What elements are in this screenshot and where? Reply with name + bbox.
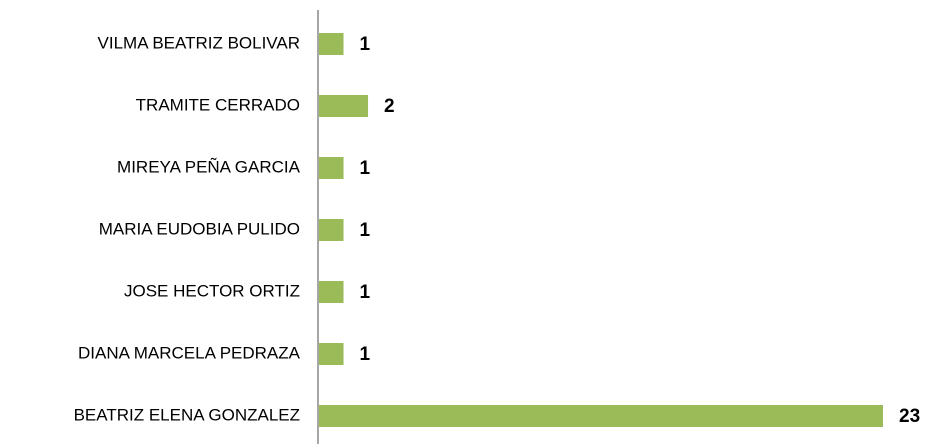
bar — [319, 95, 369, 117]
category-label: TRAMITE CERRADO — [136, 95, 300, 114]
bar — [319, 343, 344, 365]
value-label: 1 — [360, 158, 371, 179]
bar — [319, 33, 344, 55]
bar — [319, 219, 344, 241]
category-label: VILMA BEATRIZ BOLIVAR — [98, 33, 300, 52]
value-label: 1 — [360, 282, 371, 303]
category-label: MARIA EUDOBIA PULIDO — [99, 219, 300, 238]
category-label: BEATRIZ ELENA GONZALEZ — [74, 405, 300, 424]
bar — [319, 157, 344, 179]
value-label: 1 — [360, 344, 371, 365]
value-label: 1 — [360, 220, 371, 241]
category-label: JOSE HECTOR ORTIZ — [124, 281, 300, 300]
value-label: 1 — [360, 34, 371, 55]
category-label: MIREYA PEÑA GARCIA — [117, 157, 301, 176]
value-label: 2 — [384, 96, 395, 117]
category-label: DIANA MARCELA PEDRAZA — [78, 343, 301, 362]
bar — [319, 405, 883, 427]
value-label: 23 — [899, 406, 920, 427]
bar — [319, 281, 344, 303]
